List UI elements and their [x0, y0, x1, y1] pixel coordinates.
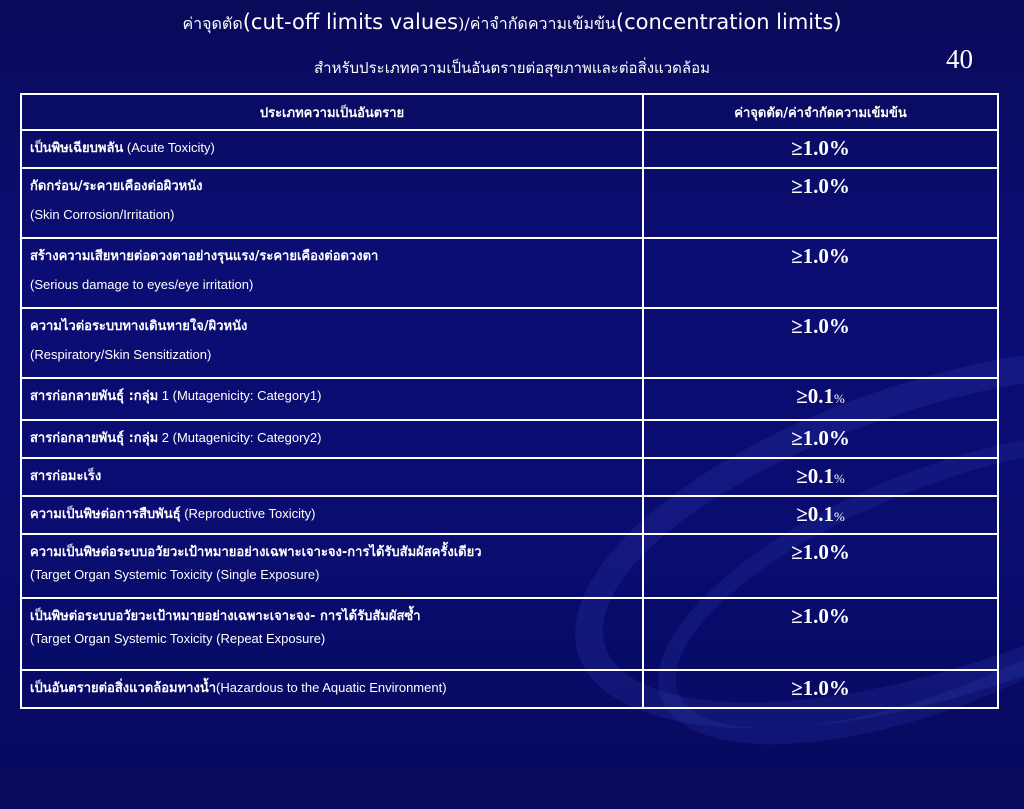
value-number: ≥0.1	[796, 464, 834, 488]
title-en-concentration: (concentration limits)	[615, 10, 842, 34]
value-cell: ≥1.0%	[642, 129, 999, 169]
table-row: กัดกร่อน/ระคายเคืองต่อผิวหนัง (Skin Corro…	[20, 167, 999, 239]
hazard-en: (Target Organ Systemic Toxicity (Single …	[30, 567, 320, 582]
hazard-thai: เป็นพิษเฉียบพลัน	[30, 141, 124, 156]
hazard-thai: ความไวต่อระบบทางเดินหายใจ/ผิวหนัง	[30, 319, 248, 334]
value-number: ≥0.1	[796, 502, 834, 526]
value-cell: ≥0.1%	[642, 377, 999, 421]
table-row: ความเป็นพิษต่อการสืบพันธุ์ (Reproductive…	[20, 495, 999, 535]
table-row: สร้างความเสียหายต่อดวงตาอย่างรุนแรง/ระคา…	[20, 237, 999, 309]
hazard-cell: ความเป็นพิษต่อการสืบพันธุ์ (Reproductive…	[20, 495, 644, 535]
table-row: เป็นพิษต่อระบบอวัยวะเป้าหมายอย่างเฉพาะเจ…	[20, 597, 999, 671]
title-en-cutoff: (cut-off limits values	[242, 10, 459, 34]
table-row: สารก่อกลายพันธุ์ :กลุ่ม 2 (Mutagenicity:…	[20, 419, 999, 459]
value-cell: ≥1.0%	[642, 237, 999, 309]
table-row: ความเป็นพิษต่อระบบอวัยวะเป้าหมายอย่างเฉพ…	[20, 533, 999, 599]
hazard-en: (Serious damage to eyes/eye irritation)	[30, 277, 254, 292]
title-thai-cutoff: ค่าจุดตัด	[182, 14, 243, 33]
hazard-en: (Acute Toxicity)	[123, 140, 215, 155]
value-unit: %	[833, 509, 845, 524]
hazard-thai: สารก่อกลายพันธุ์ :กลุ่ม	[30, 389, 159, 404]
table-row: สารก่อกลายพันธุ์ :กลุ่ม 1 (Mutagenicity:…	[20, 377, 999, 421]
hazard-thai: ความเป็นพิษต่อระบบอวัยวะเป้าหมายอย่างเฉพ…	[30, 545, 482, 560]
hazard-cell: สารก่อกลายพันธุ์ :กลุ่ม 1 (Mutagenicity:…	[20, 377, 644, 421]
page-number: 40	[946, 44, 973, 74]
hazard-thai: เป็นพิษต่อระบบอวัยวะเป้าหมายอย่างเฉพาะเจ…	[30, 609, 421, 624]
slide-title: ค่าจุดตัด(cut-off limits values)/ค่าจำกั…	[0, 8, 1024, 38]
hazard-cell: เป็นอันตรายต่อสิ่งแวดล้อมทางน้ำ(Hazardou…	[20, 669, 644, 709]
hazard-en: 1 (Mutagenicity: Category1)	[158, 388, 322, 403]
value-cell: ≥1.0%	[642, 307, 999, 379]
value-cell: ≥0.1%	[642, 457, 999, 497]
table-header-row: ประเภทความเป็นอันตราย ค่าจุดตัด/ค่าจำกัด…	[20, 93, 999, 131]
title-thai-concentration: )/ค่าจำกัดความเข้มข้น	[458, 14, 616, 33]
hazard-cell: สารก่อกลายพันธุ์ :กลุ่ม 2 (Mutagenicity:…	[20, 419, 644, 459]
hazard-en: (Target Organ Systemic Toxicity (Repeat …	[30, 631, 326, 646]
slide-subtitle: สำหรับประเภทความเป็นอันตรายต่อสุขภาพและต…	[314, 59, 710, 77]
hazard-cell: สารก่อมะเร็ง	[20, 457, 644, 497]
header-cutoff-value: ค่าจุดตัด/ค่าจำกัดความเข้มข้น	[642, 93, 999, 131]
value-unit: %	[833, 391, 845, 406]
hazard-thai: กัดกร่อน/ระคายเคืองต่อผิวหนัง	[30, 179, 203, 194]
hazard-cell: เป็นพิษเฉียบพลัน (Acute Toxicity)	[20, 129, 644, 169]
hazard-en: (Reproductive Toxicity)	[180, 506, 316, 521]
hazard-en: (Skin Corrosion/Irritation)	[30, 207, 175, 222]
table-row: เป็นพิษเฉียบพลัน (Acute Toxicity) ≥1.0%	[20, 129, 999, 169]
hazard-en: (Hazardous to the Aquatic Environment)	[216, 680, 447, 695]
value-cell: ≥1.0%	[642, 419, 999, 459]
hazard-thai: ความเป็นพิษต่อการสืบพันธุ์	[30, 507, 181, 522]
hazard-cell: ความเป็นพิษต่อระบบอวัยวะเป้าหมายอย่างเฉพ…	[20, 533, 644, 599]
value-number: ≥0.1	[796, 384, 834, 408]
hazard-thai: สารก่อกลายพันธุ์ :กลุ่ม	[30, 431, 159, 446]
hazard-en: (Respiratory/Skin Sensitization)	[30, 347, 212, 362]
hazard-cell: ความไวต่อระบบทางเดินหายใจ/ผิวหนัง (Respir…	[20, 307, 644, 379]
cutoff-limits-table: ประเภทความเป็นอันตราย ค่าจุดตัด/ค่าจำกัด…	[20, 93, 999, 709]
hazard-thai: เป็นอันตรายต่อสิ่งแวดล้อมทางน้ำ	[30, 681, 217, 696]
header-hazard-class: ประเภทความเป็นอันตราย	[20, 93, 644, 131]
hazard-cell: สร้างความเสียหายต่อดวงตาอย่างรุนแรง/ระคา…	[20, 237, 644, 309]
table-row: ความไวต่อระบบทางเดินหายใจ/ผิวหนัง (Respir…	[20, 307, 999, 379]
value-cell: ≥1.0%	[642, 533, 999, 599]
hazard-thai: สารก่อมะเร็ง	[30, 469, 102, 484]
hazard-cell: กัดกร่อน/ระคายเคืองต่อผิวหนัง (Skin Corro…	[20, 167, 644, 239]
hazard-thai: สร้างความเสียหายต่อดวงตาอย่างรุนแรง/ระคา…	[30, 249, 379, 264]
value-cell: ≥1.0%	[642, 597, 999, 671]
value-cell: ≥1.0%	[642, 669, 999, 709]
value-cell: ≥1.0%	[642, 167, 999, 239]
value-cell: ≥0.1%	[642, 495, 999, 535]
table-row: สารก่อมะเร็ง ≥0.1%	[20, 457, 999, 497]
hazard-en: 2 (Mutagenicity: Category2)	[158, 430, 322, 445]
value-unit: %	[833, 471, 845, 486]
table-row: เป็นอันตรายต่อสิ่งแวดล้อมทางน้ำ(Hazardou…	[20, 669, 999, 709]
hazard-cell: เป็นพิษต่อระบบอวัยวะเป้าหมายอย่างเฉพาะเจ…	[20, 597, 644, 671]
